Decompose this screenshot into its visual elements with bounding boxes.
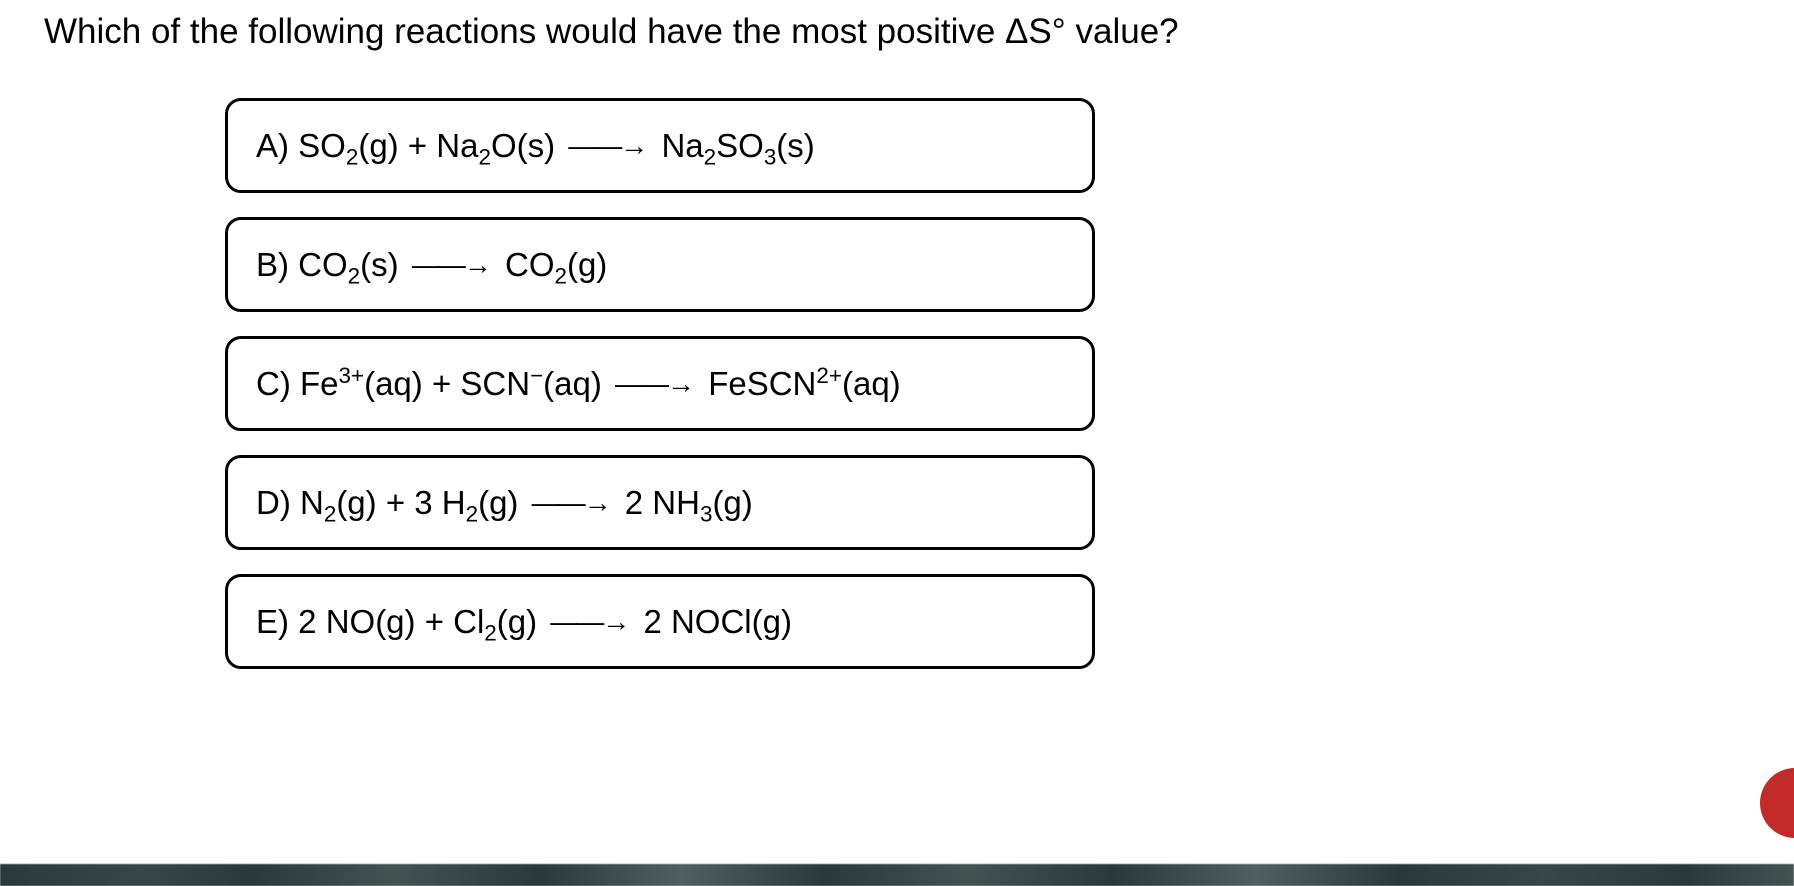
option-b[interactable]: B) CO2(s) ——→ CO2(g) (225, 217, 1095, 312)
option-c[interactable]: C) Fe3+(aq) + SCN−(aq) ——→ FeSCN2+(aq) (225, 336, 1095, 431)
option-e[interactable]: E) 2 NO(g) + Cl2(g) ——→ 2 NOCl(g) (225, 574, 1095, 669)
option-d[interactable]: D) N2(g) + 3 H2(g) ——→ 2 NH3(g) (225, 455, 1095, 550)
options-list: A) SO2(g) + Na2O(s) ——→ Na2SO3(s) B) CO2… (225, 98, 1095, 669)
question-text: Which of the following reactions would h… (44, 12, 1179, 52)
option-a[interactable]: A) SO2(g) + Na2O(s) ——→ Na2SO3(s) (225, 98, 1095, 193)
red-badge-icon (1760, 768, 1794, 838)
bottom-decorative-strip (0, 864, 1794, 886)
